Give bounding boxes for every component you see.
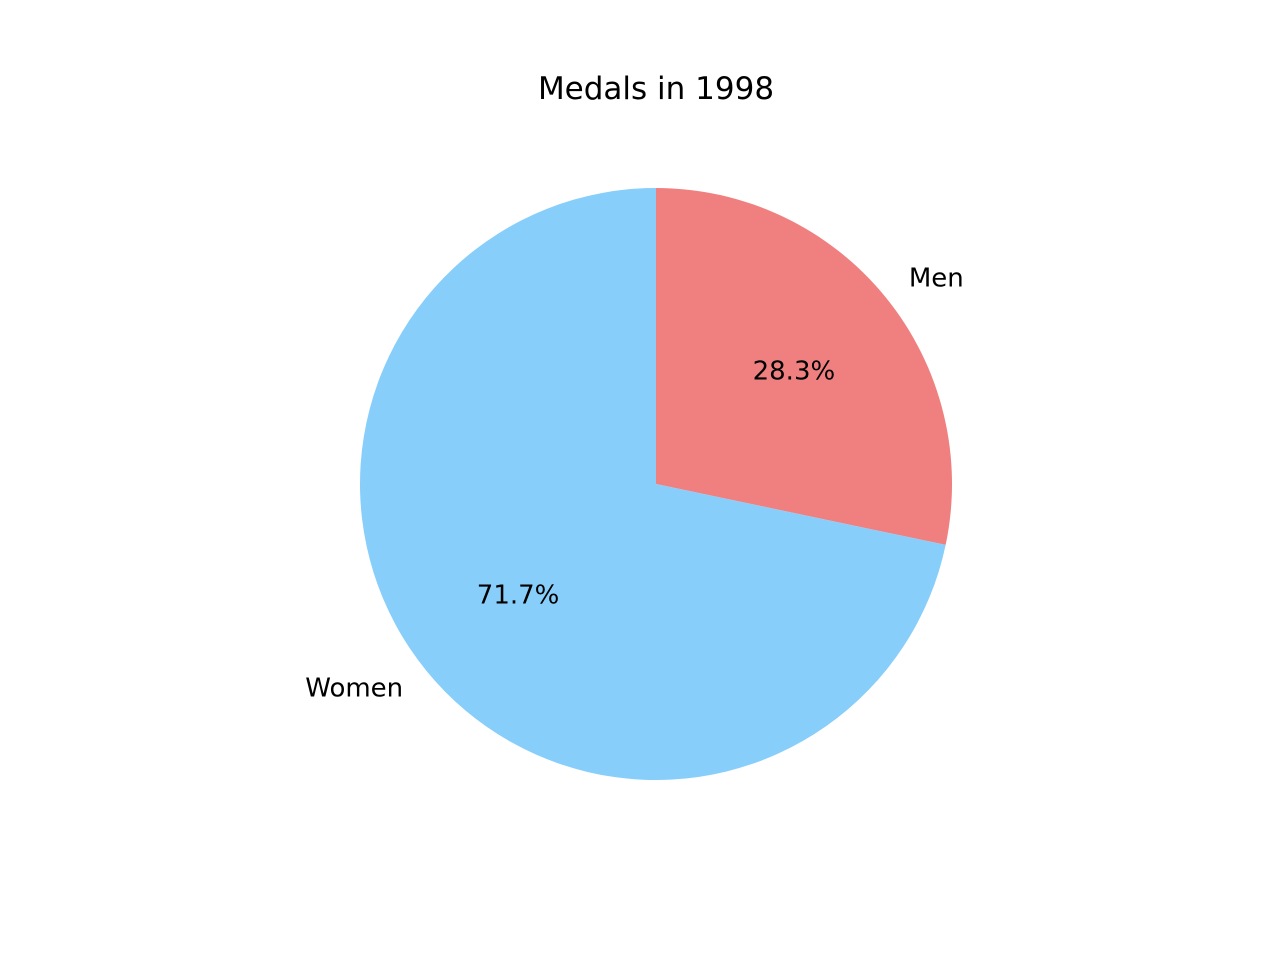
chart-title: Medals in 1998 xyxy=(538,71,774,107)
slice-label-women: Women xyxy=(305,674,403,704)
slices-layer xyxy=(360,188,952,780)
pct-label-women: 71.7% xyxy=(477,580,560,610)
pct-label-men: 28.3% xyxy=(753,357,836,387)
slice-label-men: Men xyxy=(909,263,964,293)
pie-slice-men xyxy=(656,188,952,545)
labels-layer: Men 28.3% Women 71.7% xyxy=(305,263,963,703)
pie-slice-women xyxy=(360,188,946,780)
